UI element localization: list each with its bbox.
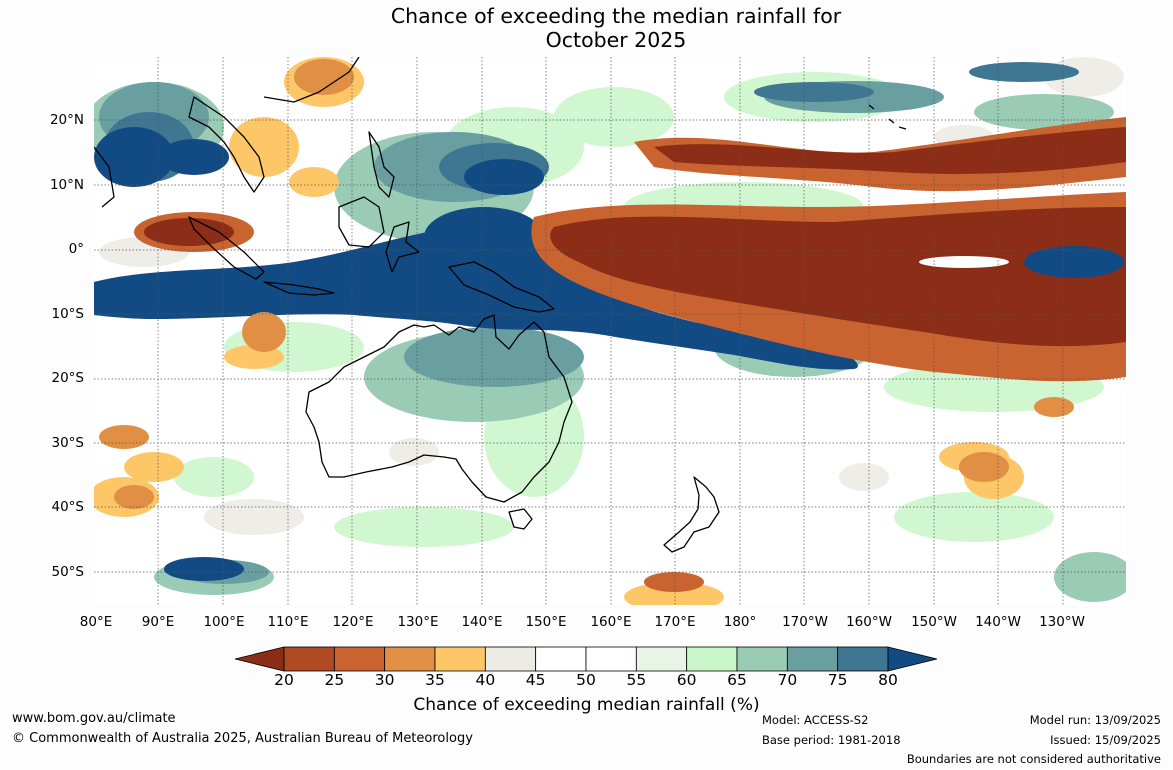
lat-label-40s: 40°S [51, 499, 85, 515]
map-title: Chance of exceeding the median rainfall … [0, 4, 1173, 52]
new-zealand-coast [663, 476, 720, 553]
colorbar-segment [786, 646, 839, 672]
colorbar [234, 646, 938, 672]
title-line-2: October 2025 [545, 28, 687, 52]
lon-label-80e: 80°E [79, 614, 113, 630]
colorbar-segment [837, 646, 889, 672]
colorbar-tick-label: 70 [777, 671, 798, 689]
graticule [94, 57, 1126, 605]
colorbar-segment [635, 646, 688, 672]
sulawesi-coast [385, 221, 420, 273]
lon-label-170w: 170°W [782, 614, 828, 630]
lat-label-10n: 10°N [49, 177, 84, 193]
colorbar-tick-label: 60 [676, 671, 697, 689]
colorbar-tick-label: 75 [827, 671, 848, 689]
footer-model: Model: ACCESS-S2 [762, 713, 869, 727]
australia-coast [305, 314, 573, 503]
lon-label-180: 180° [723, 614, 757, 630]
philippines-coast [368, 131, 395, 198]
new-guinea-coast [448, 261, 555, 313]
colorbar-segment [283, 646, 335, 672]
colorbar-tick-label: 80 [878, 671, 898, 689]
colorbar-tick-label: 25 [324, 671, 345, 689]
lon-label-90e: 90°E [141, 614, 175, 630]
footer-copyright: © Commonwealth of Australia 2025, Austra… [12, 731, 473, 746]
lon-label-140w: 140°W [975, 614, 1021, 630]
lat-label-20s: 20°S [51, 370, 85, 386]
colorbar-extend-low [234, 646, 285, 672]
indochina-coast [188, 96, 265, 193]
lon-label-150w: 150°W [911, 614, 957, 630]
india-coast [94, 146, 115, 208]
tasmania-coast [508, 508, 533, 530]
lat-label-50s: 50°S [51, 564, 85, 580]
colorbar-tick-label: 35 [425, 671, 445, 689]
lon-label-110e: 110°E [267, 614, 309, 630]
footer-url: www.bom.gov.au/climate [12, 711, 176, 726]
lon-label-140e: 140°E [461, 614, 503, 630]
lon-label-160e: 160°E [590, 614, 632, 630]
colorbar-segment [434, 646, 486, 672]
colorbar-tick-label: 65 [727, 671, 747, 689]
lat-label-0: 0° [68, 241, 84, 257]
colorbar-extend-high [887, 646, 938, 672]
asia-coast [263, 57, 360, 103]
footer-disclaimer: Boundaries are not considered authoritat… [906, 752, 1161, 766]
colorbar-tick-label: 55 [626, 671, 647, 689]
lat-label-20n: 20°N [49, 112, 84, 128]
colorbar-tick-label: 40 [475, 671, 496, 689]
colorbar-tick-label: 30 [374, 671, 395, 689]
lon-label-160w: 160°W [846, 614, 892, 630]
title-line-1: Chance of exceeding the median rainfall … [390, 4, 842, 28]
borneo-coast [338, 196, 385, 248]
lon-label-120e: 120°E [332, 614, 374, 630]
lat-label-10s: 10°S [51, 306, 85, 322]
lon-label-100e: 100°E [203, 614, 245, 630]
colorbar-tick-label: 50 [576, 671, 596, 689]
lon-label-130w: 130°W [1039, 614, 1085, 630]
colorbar-segment [484, 646, 537, 672]
probability-field [94, 57, 1126, 605]
rainfall-map [94, 57, 1126, 605]
lat-label-30s: 30°S [51, 435, 85, 451]
colorbar-title: Chance of exceeding median rainfall (%) [413, 695, 760, 715]
colorbar-segment [736, 646, 788, 672]
java-coast [263, 281, 335, 296]
lon-label-150e: 150°E [525, 614, 567, 630]
colorbar-tick-label: 20 [274, 671, 294, 689]
colorbar-segment [585, 646, 637, 672]
map-canvas [94, 57, 1126, 605]
colorbar-segment [686, 646, 738, 672]
colorbar-segment [384, 646, 436, 672]
coastlines [94, 57, 907, 553]
colorbar-segment [333, 646, 386, 672]
sumatra-coast [188, 216, 265, 280]
colorbar-segment [535, 646, 587, 672]
footer-base-period: Base period: 1981-2018 [762, 733, 901, 747]
hawaii-coast [868, 104, 907, 130]
footer-model-run: Model run: 13/09/2025 [1029, 713, 1161, 727]
colorbar-tick-label: 45 [525, 671, 546, 689]
lon-label-170e: 170°E [654, 614, 696, 630]
lon-label-130e: 130°E [397, 614, 439, 630]
footer-issued: Issued: 15/09/2025 [1050, 733, 1161, 747]
